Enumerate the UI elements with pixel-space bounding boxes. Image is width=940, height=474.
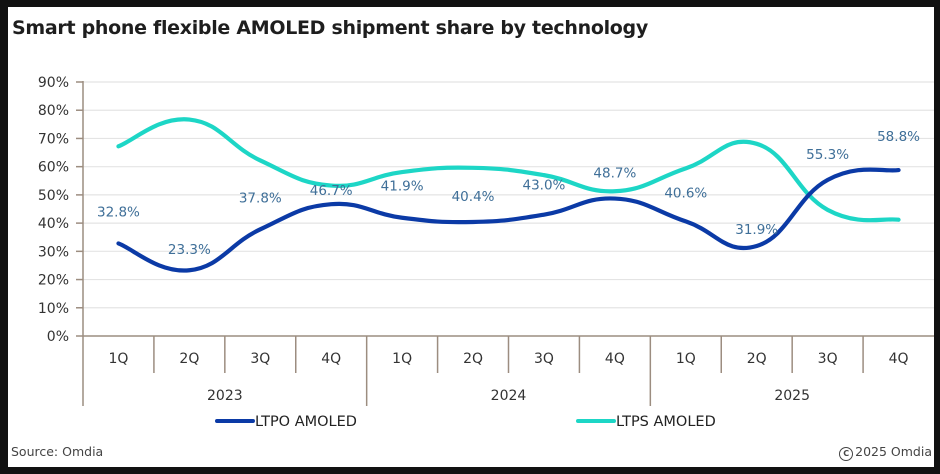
y-tick-label: 0% (47, 329, 69, 345)
y-tick-label: 10% (38, 301, 69, 317)
legend-label: LTPO AMOLED (255, 414, 357, 430)
series-line-ltpo-amoled (116, 167, 901, 273)
x-tick-label: 2Q (747, 351, 767, 367)
line-chart: 0% 10% 20% 30% 40% 50% 60% 70% 80% 90% 1Q 2Q 3Q 4Q 202… (38, 75, 934, 430)
data-label: 58.8% (877, 129, 920, 145)
y-tick-label: 20% (38, 273, 69, 289)
y-tick-label: 70% (38, 131, 69, 147)
data-label: 43.0% (523, 178, 566, 194)
y-tick-label: 30% (38, 244, 69, 260)
data-label: 31.9% (735, 222, 778, 238)
y-tick-label: 60% (38, 160, 69, 176)
y-tick-label: 90% (38, 75, 69, 91)
x-group-label: 2025 (774, 388, 810, 404)
copyright-note: C 2025 Omdia (839, 444, 932, 461)
x-tick-label: 3Q (250, 351, 270, 367)
x-tick-label: 1Q (108, 351, 128, 367)
x-tick-label: 3Q (534, 351, 554, 367)
x-tick-label: 2Q (179, 351, 199, 367)
y-tick-label: 80% (38, 103, 69, 119)
x-group-label: 2023 (207, 388, 243, 404)
x-tick-label: 4Q (321, 351, 341, 367)
x-tick-label: 1Q (392, 351, 412, 367)
copyright-icon: C (839, 447, 854, 461)
data-label: 37.8% (239, 190, 282, 206)
x-tick-label: 4Q (605, 351, 625, 367)
source-note: Source: Omdia (11, 444, 104, 459)
chart-frame: Smart phone flexible AMOLED shipment sha… (8, 7, 934, 467)
data-label: 48.7% (593, 166, 636, 182)
legend-label: LTPS AMOLED (616, 414, 716, 430)
x-tick-label: 3Q (818, 351, 838, 367)
data-label: 41.9% (381, 179, 424, 195)
data-label: 23.3% (168, 242, 211, 258)
chart-title: Smart phone flexible AMOLED shipment sha… (12, 17, 648, 39)
x-tick-label: 2Q (463, 351, 483, 367)
series-line-ltps-amoled (116, 117, 901, 223)
data-label: 46.7% (310, 183, 353, 199)
y-tick-label: 50% (38, 188, 69, 204)
data-label: 40.6% (664, 185, 707, 201)
copyright-text: 2025 Omdia (855, 444, 932, 459)
x-group-label: 2024 (491, 388, 527, 404)
data-label: 32.8% (97, 204, 140, 220)
x-tick-label: 4Q (889, 351, 909, 367)
data-label: 40.4% (452, 189, 495, 205)
x-tick-label: 1Q (676, 351, 696, 367)
data-label: 55.3% (806, 147, 849, 163)
y-tick-label: 40% (38, 216, 69, 232)
